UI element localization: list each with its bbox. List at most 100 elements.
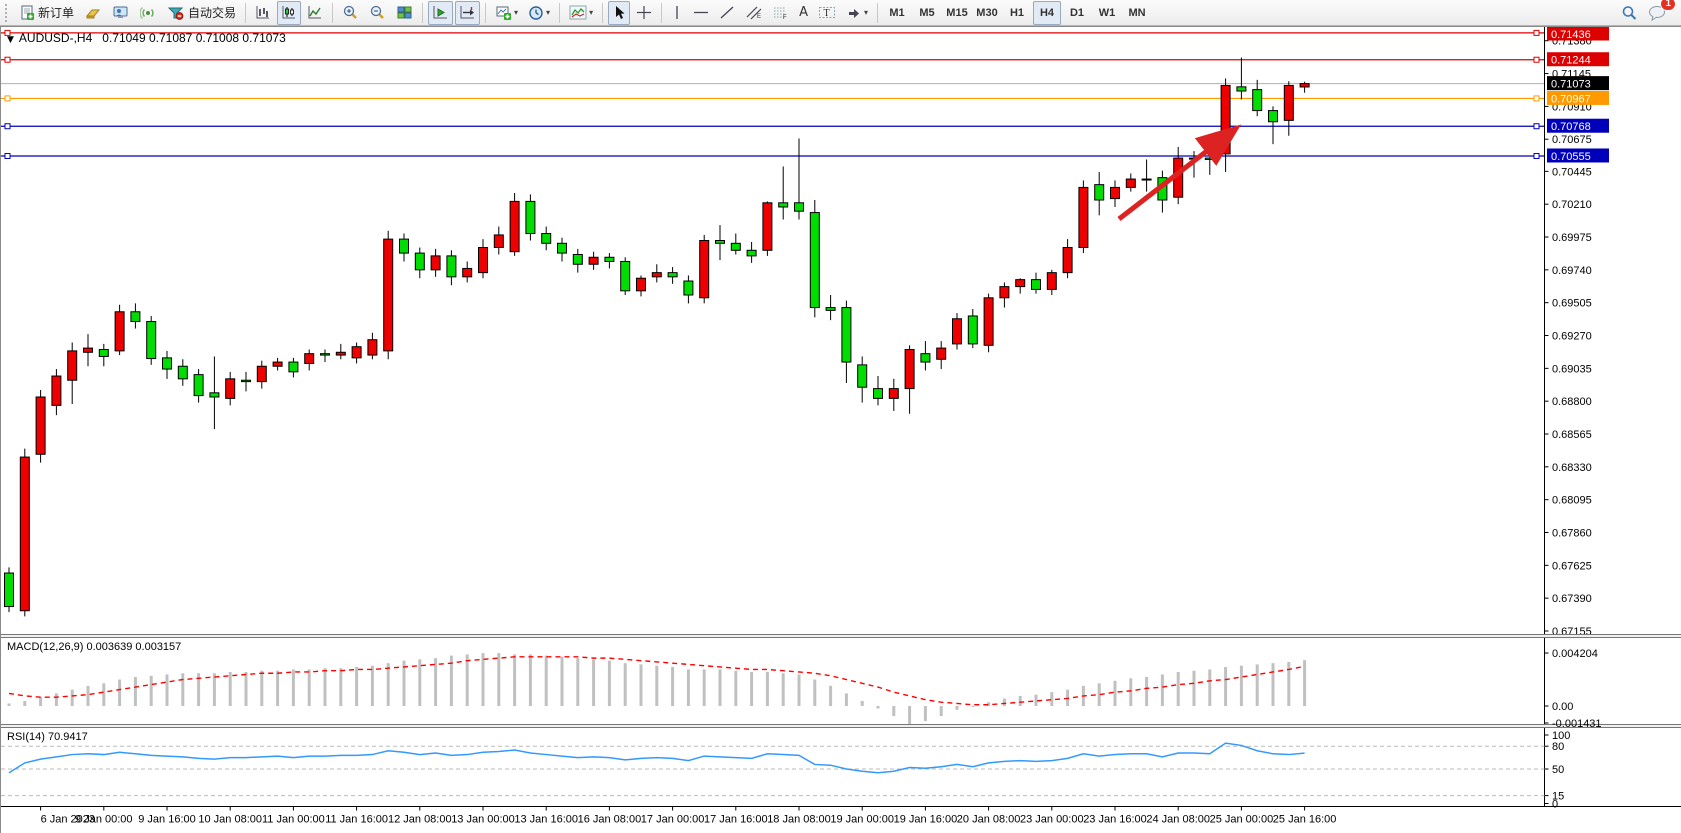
toolbar-separator bbox=[661, 2, 663, 23]
chart-title: ▼ AUDUSD-,H4 0.71049 0.71087 0.71008 0.710… bbox=[7, 31, 286, 45]
level-line-handle[interactable] bbox=[1533, 152, 1540, 159]
horizontal-line-button[interactable] bbox=[689, 1, 713, 25]
profiles-button[interactable]: ▾ bbox=[524, 1, 554, 25]
level-price-badge-text: 0.70555 bbox=[1551, 151, 1591, 163]
trend-arrow-annotation[interactable] bbox=[1117, 124, 1242, 221]
candlestick-chart-button[interactable] bbox=[277, 0, 302, 25]
candle-body bbox=[1283, 84, 1294, 121]
time-axis-label: 18 Jan 08:00 bbox=[767, 814, 831, 826]
signals-button[interactable] bbox=[136, 1, 161, 25]
candle-body bbox=[241, 379, 251, 383]
auto-scroll-button[interactable] bbox=[428, 0, 454, 25]
chart-shift-button[interactable] bbox=[455, 0, 481, 25]
level-line-handle[interactable] bbox=[1533, 29, 1540, 36]
macd-histogram-bar bbox=[971, 706, 975, 707]
new-order-button[interactable]: 新订单 bbox=[15, 1, 78, 25]
shapes-icon bbox=[848, 9, 859, 18]
time-axis-label: 9 Jan 00:00 bbox=[75, 814, 133, 826]
zoom-in-icon bbox=[343, 5, 357, 19]
timeframe-H1[interactable]: H1 bbox=[1009, 6, 1025, 19]
tile-windows-button[interactable] bbox=[392, 1, 417, 25]
autotrading-button[interactable]: 自动交易 bbox=[163, 1, 240, 25]
macd-histogram-bar bbox=[7, 703, 11, 706]
candle-body bbox=[399, 238, 409, 254]
macd-histogram-bar bbox=[1145, 677, 1149, 706]
chat-button[interactable]: 1 bbox=[1644, 0, 1676, 25]
macd-histogram-bar bbox=[1018, 695, 1022, 706]
crosshair-button[interactable] bbox=[632, 1, 656, 25]
shapes-button[interactable]: ▾ bbox=[842, 1, 872, 25]
time-axis-label: 25 Jan 16:00 bbox=[1273, 814, 1337, 826]
timeframe-D1[interactable]: D1 bbox=[1069, 6, 1085, 19]
channel-button[interactable]: E bbox=[741, 1, 766, 25]
macd-histogram-bar bbox=[844, 693, 848, 706]
autotrading-label: 自动交易 bbox=[188, 6, 237, 20]
candle-body bbox=[367, 339, 378, 356]
time-axis-label: 6 Jan 2023 bbox=[41, 814, 95, 826]
level-line-handle[interactable] bbox=[4, 95, 11, 102]
level-line-handle[interactable] bbox=[4, 29, 11, 36]
timeframe-M15[interactable]: M15 bbox=[946, 6, 968, 19]
level-line-handle[interactable] bbox=[4, 56, 11, 63]
timeframe-M5[interactable]: M5 bbox=[919, 6, 935, 19]
candle-body bbox=[493, 234, 504, 248]
macd-histogram-bar bbox=[1239, 665, 1243, 706]
macd-histogram-bar bbox=[734, 670, 738, 706]
candle-body bbox=[983, 297, 994, 346]
indicators-button[interactable]: ▾ bbox=[565, 1, 597, 25]
new-chart-icon bbox=[496, 6, 512, 20]
symbol-dropdown-icon[interactable]: ▼ bbox=[7, 35, 14, 45]
time-axis-label: 9 Jan 16:00 bbox=[138, 814, 196, 826]
vertical-line-button[interactable] bbox=[667, 1, 687, 25]
mql-editor-button[interactable] bbox=[80, 1, 106, 25]
macd-histogram-bar bbox=[781, 673, 785, 706]
cursor-button[interactable] bbox=[608, 0, 631, 25]
macd-axis-label: -0.001431 bbox=[1552, 718, 1602, 730]
trendline-button[interactable] bbox=[715, 1, 739, 25]
chart-canvas[interactable]: 0.713800.711450.709100.706750.704450.702… bbox=[1, 27, 1681, 833]
text-label-button[interactable]: T bbox=[814, 1, 840, 25]
level-line-handle[interactable] bbox=[4, 123, 11, 130]
search-button[interactable] bbox=[1617, 1, 1642, 25]
zoom-in-button[interactable] bbox=[338, 1, 363, 25]
candle-body bbox=[193, 374, 204, 397]
timeframe-W1[interactable]: W1 bbox=[1098, 6, 1116, 19]
macd-histogram-bar bbox=[465, 654, 469, 706]
candle-body bbox=[762, 202, 773, 251]
time-axis-label: 25 Jan 00:00 bbox=[1210, 814, 1274, 826]
level-line-handle[interactable] bbox=[4, 152, 11, 159]
panel-splitter[interactable] bbox=[1, 634, 1681, 638]
level-line-handle[interactable] bbox=[1533, 95, 1540, 102]
chart-window[interactable]: 0.71380 0.71145 0.70910 0.70675 0.70445 0.702… bbox=[0, 26, 1681, 833]
time-axis-label: 23 Jan 16:00 bbox=[1083, 814, 1147, 826]
time-axis-label: 11 Jan 16:00 bbox=[325, 814, 388, 826]
timeframe-H4[interactable]: H4 bbox=[1033, 0, 1061, 25]
search-icon bbox=[1622, 5, 1637, 20]
timeframe-M1[interactable]: M1 bbox=[889, 6, 905, 19]
level-line-handle[interactable] bbox=[1533, 123, 1540, 130]
timeframe-M30[interactable]: M30 bbox=[976, 6, 998, 19]
rsi-axis-label: 15 bbox=[1552, 791, 1564, 803]
panel-splitter[interactable] bbox=[1, 724, 1681, 728]
macd-histogram-bar bbox=[939, 706, 943, 717]
candle-body bbox=[272, 361, 283, 367]
fibonacci-icon: F bbox=[774, 7, 787, 20]
level-line-handle[interactable] bbox=[1533, 56, 1540, 63]
bar-chart-button[interactable] bbox=[251, 1, 275, 25]
macd-histogram-bar bbox=[655, 665, 659, 706]
timeframe-MN[interactable]: MN bbox=[1128, 6, 1146, 19]
candle-body bbox=[509, 200, 520, 253]
zoom-out-button[interactable] bbox=[365, 1, 390, 25]
macd-histogram-bar bbox=[560, 656, 564, 706]
level-price-badge bbox=[1547, 90, 1609, 105]
expert-advisors-button[interactable] bbox=[108, 1, 134, 25]
cursor-icon bbox=[616, 6, 625, 19]
candle-body bbox=[4, 572, 14, 608]
line-chart-button[interactable] bbox=[303, 1, 327, 25]
level-price-badge bbox=[1547, 118, 1609, 133]
toolbar-separator bbox=[422, 2, 424, 23]
text-button[interactable]: A bbox=[795, 1, 812, 25]
svg-text:F: F bbox=[783, 15, 787, 20]
new-chart-button[interactable]: ▾ bbox=[491, 1, 522, 25]
fibonacci-button[interactable]: F bbox=[768, 1, 793, 25]
